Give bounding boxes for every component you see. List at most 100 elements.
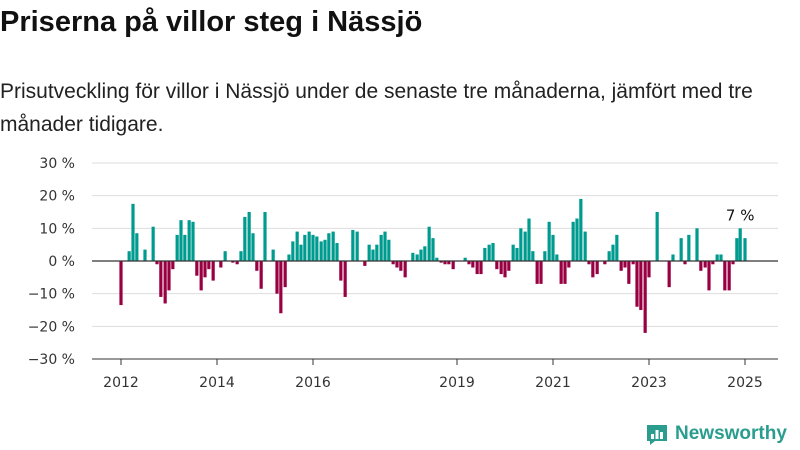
bar	[683, 261, 687, 265]
bar	[391, 261, 395, 265]
bar	[743, 238, 747, 261]
bar	[607, 251, 611, 261]
bar	[427, 226, 431, 261]
latest-value-label: 7 %	[726, 206, 755, 224]
bar	[655, 212, 659, 261]
bar	[211, 261, 215, 281]
y-tick-label: −30 %	[28, 352, 75, 368]
bar	[299, 244, 303, 261]
bar	[223, 251, 227, 261]
bar	[639, 261, 643, 310]
bar	[719, 254, 723, 261]
bar	[723, 261, 727, 291]
bar	[143, 249, 147, 261]
bar	[471, 261, 475, 268]
bar	[703, 261, 707, 268]
x-axis: 2012 2014 2016 2019 2021 2023 2025	[92, 358, 778, 391]
bar	[731, 261, 735, 265]
bar	[479, 261, 483, 275]
bar	[595, 261, 599, 275]
bar	[423, 246, 427, 261]
bar	[575, 218, 579, 261]
bar	[707, 261, 711, 291]
bar	[467, 261, 471, 265]
bar	[159, 261, 163, 297]
x-tick-label: 2014	[199, 375, 235, 391]
bars	[119, 198, 747, 333]
bar	[738, 228, 742, 261]
bar	[203, 261, 207, 278]
bar	[371, 249, 375, 261]
bar	[487, 244, 491, 261]
bar	[163, 261, 167, 304]
x-tick-label: 2016	[295, 375, 331, 391]
bar	[323, 239, 327, 261]
x-tick-label: 2012	[103, 375, 139, 391]
bar	[155, 261, 159, 265]
bar	[631, 261, 635, 265]
bar	[615, 234, 619, 261]
bar	[671, 254, 675, 261]
bar	[207, 261, 211, 270]
bar	[551, 234, 555, 261]
bar	[567, 261, 571, 268]
bar	[511, 244, 515, 261]
bar	[611, 244, 615, 261]
bar	[383, 231, 387, 261]
chart-title: Priserna på villor steg i Nässjö	[0, 6, 423, 38]
bar	[507, 261, 511, 271]
bar	[387, 239, 391, 261]
bar	[367, 244, 371, 261]
bar	[543, 251, 547, 261]
bar	[475, 261, 479, 275]
bar	[483, 247, 487, 261]
bar	[443, 261, 447, 265]
bar	[287, 254, 291, 261]
x-tick-label: 2025	[727, 375, 763, 391]
bar	[695, 228, 699, 261]
y-axis: −30 % −20 % −10 % 0 % 10 % 20 % 30 %	[28, 156, 75, 368]
bar	[127, 251, 131, 261]
bar	[435, 257, 439, 261]
bar	[231, 261, 235, 263]
bar	[255, 261, 259, 271]
bar	[191, 221, 195, 261]
bar	[271, 249, 275, 261]
bar	[311, 234, 315, 261]
bar	[559, 261, 563, 284]
bar	[331, 231, 335, 261]
bar	[199, 261, 203, 291]
bar	[251, 233, 255, 261]
bar	[279, 261, 283, 314]
bar	[355, 231, 359, 261]
y-tick-label: −20 %	[28, 319, 75, 335]
bar	[307, 231, 311, 261]
bar	[547, 221, 551, 261]
bar	[463, 257, 467, 261]
bar	[135, 233, 139, 261]
x-tick-label: 2023	[631, 375, 667, 391]
bar	[379, 234, 383, 261]
bar	[335, 243, 339, 261]
bar	[275, 261, 279, 294]
bar	[627, 261, 631, 284]
bar	[555, 254, 559, 261]
chart-subtitle: Prisutveckling för villor i Nässjö under…	[0, 80, 753, 136]
bar	[171, 261, 175, 270]
bar	[351, 229, 355, 261]
bar	[239, 251, 243, 261]
bar	[219, 261, 223, 268]
bar	[583, 231, 587, 261]
bar	[131, 203, 135, 261]
bar	[187, 220, 191, 261]
bar	[375, 244, 379, 261]
bar	[679, 238, 683, 261]
y-tick-label: −10 %	[28, 287, 75, 303]
bar	[635, 261, 639, 307]
bar	[151, 226, 155, 261]
bar	[411, 252, 415, 261]
y-tick-label: 10 %	[39, 221, 75, 237]
bar	[591, 261, 595, 278]
bar	[291, 241, 295, 261]
